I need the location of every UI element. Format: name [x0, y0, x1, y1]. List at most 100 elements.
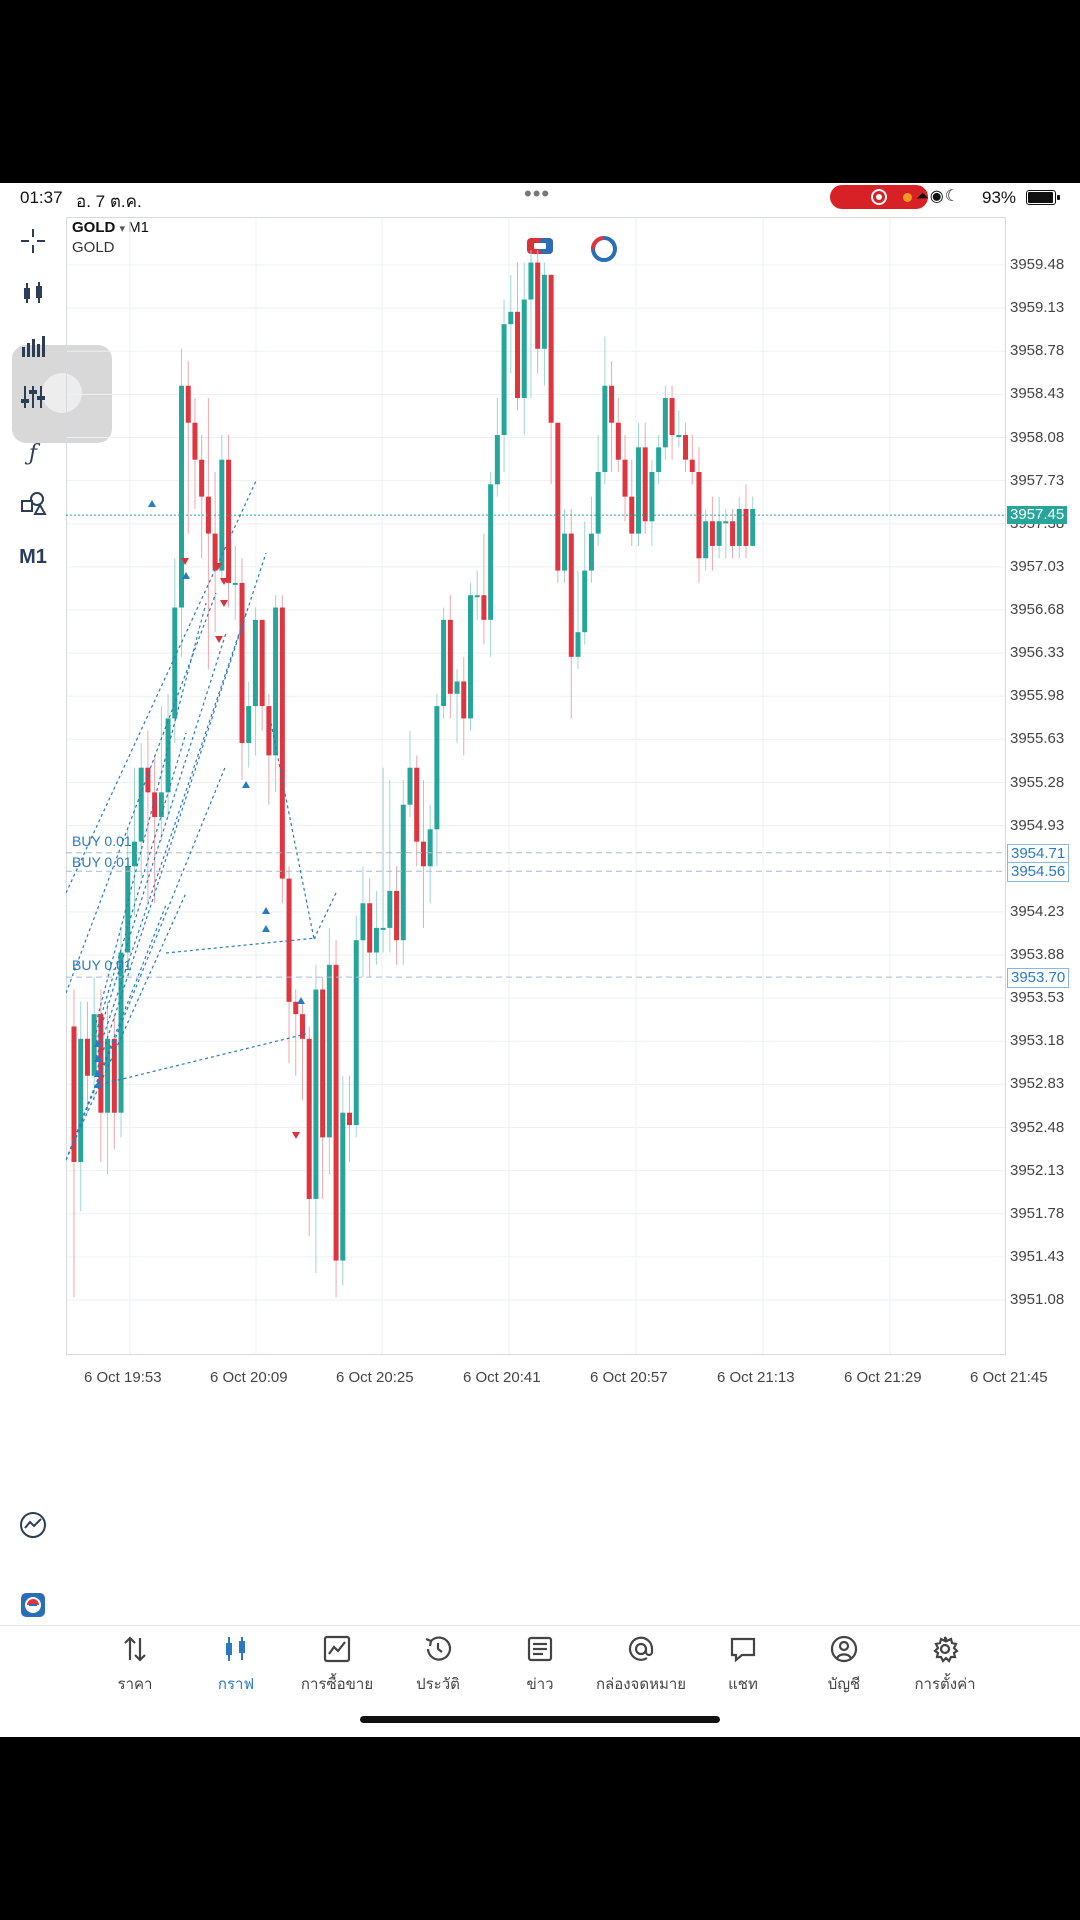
- candle: [461, 656, 467, 756]
- order-price-tag: 3953.70: [1007, 968, 1070, 989]
- price-axis-label: 3956.68: [1010, 601, 1065, 618]
- candle-body: [340, 1112, 346, 1261]
- trade-link-line: [95, 612, 247, 1059]
- candle: [360, 866, 366, 978]
- function-indicators-icon[interactable]: ƒ: [28, 440, 38, 466]
- trade-link-line: [66, 892, 187, 1161]
- nav-trade[interactable]: การซื้อขาย: [287, 1626, 387, 1696]
- crosshair-icon[interactable]: [10, 223, 56, 259]
- drawing-objects-icon[interactable]: [10, 485, 56, 521]
- candle-body: [750, 508, 756, 546]
- buy-order-label[interactable]: BUY 0.01: [72, 832, 132, 849]
- one-click-trading-icon[interactable]: [526, 235, 553, 257]
- price-axis-label: 3952.48: [1010, 1118, 1065, 1136]
- nav-news[interactable]: ข่าว: [490, 1626, 590, 1696]
- candle: [535, 250, 541, 374]
- candle-body: [548, 274, 554, 423]
- buy-order-label[interactable]: BUY 0.01: [72, 854, 132, 871]
- candle-body: [172, 607, 178, 719]
- candle: [212, 472, 218, 633]
- screen-record-icon[interactable]: [830, 185, 928, 209]
- order-price-tag: 3954.71: [1007, 843, 1070, 864]
- candle-body: [615, 422, 621, 460]
- candle: [145, 730, 151, 904]
- time-axis-label: 6 Oct 20:25: [336, 1369, 414, 1386]
- candle-body: [649, 472, 655, 522]
- candle: [730, 508, 736, 559]
- time-axis-label: 6 Oct 20:09: [210, 1369, 288, 1386]
- candle: [562, 508, 568, 583]
- market-status-icon[interactable]: [590, 235, 617, 262]
- candle-body: [642, 447, 648, 522]
- nav-settings[interactable]: การตั้งค่า: [895, 1626, 995, 1696]
- nav-label: ประวัติ: [416, 1676, 460, 1693]
- price-axis-label: 3953.53: [1010, 989, 1065, 1007]
- trade-link-line: [95, 732, 187, 1034]
- price-axis-label: 3955.28: [1010, 773, 1065, 791]
- chart-symbol-header[interactable]: GOLD ▾ M1: [72, 219, 149, 236]
- candle: [353, 915, 359, 1138]
- indicator-settings-icon[interactable]: [10, 379, 56, 415]
- arrows-updown-icon: [85, 1634, 185, 1668]
- candle-body: [555, 422, 561, 571]
- status-bar: 01:37 อ. 7 ต.ค. ••• ⏶◉☾ 93%: [0, 183, 1080, 211]
- battery-icon: [1026, 190, 1060, 205]
- nav-label: การซื้อขาย: [300, 1676, 374, 1693]
- candle: [683, 422, 689, 472]
- candle: [380, 767, 386, 953]
- candle: [138, 743, 144, 879]
- candle-body: [562, 533, 568, 571]
- candle-body: [434, 706, 440, 830]
- candle: [521, 262, 527, 436]
- trade-link-line: [95, 602, 207, 1024]
- nav-chat[interactable]: แชท: [693, 1626, 793, 1696]
- candle-body: [515, 311, 521, 399]
- candle-body: [111, 1038, 117, 1113]
- candle: [205, 398, 211, 670]
- account-icon: [794, 1634, 894, 1668]
- candle-body: [494, 435, 500, 485]
- home-indicator[interactable]: [360, 1716, 720, 1723]
- nav-mailbox[interactable]: กล่องจดหมาย: [591, 1626, 691, 1696]
- candle: [481, 533, 487, 645]
- candle-body: [454, 681, 460, 694]
- nav-history[interactable]: ประวัติ: [388, 1626, 488, 1696]
- timeframe-button[interactable]: M1: [19, 545, 47, 568]
- candle: [575, 570, 581, 670]
- trade-signals-icon[interactable]: [10, 1507, 56, 1543]
- buy-arrow-icon: [94, 1055, 102, 1062]
- chart-type-candles-icon[interactable]: [10, 275, 56, 311]
- candle-body: [246, 706, 252, 744]
- candle: [340, 1075, 346, 1286]
- volume-bars-icon[interactable]: [10, 327, 56, 363]
- candle: [441, 607, 447, 719]
- nav-account[interactable]: บัญชี: [794, 1626, 894, 1696]
- candle-body: [192, 422, 198, 460]
- sell-arrow-icon: [215, 636, 223, 643]
- buy-arrow-icon: [297, 997, 305, 1004]
- candle-body: [575, 632, 581, 657]
- candle: [743, 484, 749, 559]
- candle: [508, 274, 514, 374]
- candle-body: [736, 508, 742, 546]
- candle-body: [582, 570, 588, 633]
- candle-body: [131, 841, 137, 867]
- candlestick-chart[interactable]: [66, 217, 1006, 1355]
- candle: [179, 348, 185, 657]
- candle-body: [730, 521, 736, 546]
- buy-arrow-icon: [182, 572, 190, 579]
- multitask-dots-icon[interactable]: •••: [524, 183, 551, 206]
- candle-body: [501, 324, 507, 436]
- price-axis-label: 3956.33: [1010, 644, 1065, 662]
- candle-body: [535, 262, 541, 349]
- time-axis-label: 6 Oct 21:13: [717, 1369, 795, 1386]
- candle: [246, 681, 252, 768]
- candle: [293, 989, 299, 1076]
- candle-body: [313, 989, 319, 1199]
- broker-logo-icon[interactable]: [10, 1587, 56, 1623]
- nav-chart[interactable]: กราฟ: [186, 1626, 286, 1696]
- candle: [649, 459, 655, 546]
- chart-frame: [66, 217, 1006, 1355]
- nav-quotes[interactable]: ราคา: [85, 1626, 185, 1696]
- buy-order-label[interactable]: BUY 0.01: [72, 957, 132, 974]
